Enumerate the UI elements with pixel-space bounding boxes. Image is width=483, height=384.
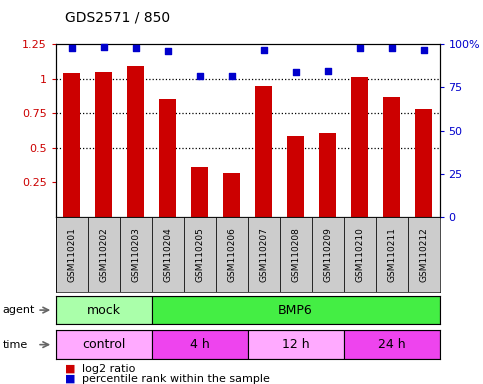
Text: GSM110208: GSM110208 <box>291 227 300 282</box>
Text: 12 h: 12 h <box>282 338 309 351</box>
Bar <box>280 217 312 292</box>
Text: time: time <box>2 339 28 350</box>
Bar <box>184 217 215 292</box>
Text: GSM110210: GSM110210 <box>355 227 364 282</box>
Bar <box>312 217 343 292</box>
Bar <box>159 99 176 217</box>
Point <box>420 47 427 53</box>
Bar <box>319 133 336 217</box>
Bar <box>152 296 440 324</box>
Point <box>388 45 396 51</box>
Text: ■: ■ <box>65 374 76 384</box>
Text: percentile rank within the sample: percentile rank within the sample <box>82 374 270 384</box>
Text: BMP6: BMP6 <box>278 304 313 316</box>
Text: mock: mock <box>86 304 121 316</box>
Bar <box>87 217 120 292</box>
Bar <box>248 217 280 292</box>
Text: GSM110209: GSM110209 <box>323 227 332 282</box>
Text: GSM110206: GSM110206 <box>227 227 236 282</box>
Bar <box>127 66 144 217</box>
Point <box>68 45 75 51</box>
Text: GSM110212: GSM110212 <box>419 227 428 282</box>
Bar <box>383 97 400 217</box>
Bar <box>56 330 152 359</box>
Text: agent: agent <box>2 305 35 315</box>
Bar <box>152 330 248 359</box>
Text: 24 h: 24 h <box>378 338 405 351</box>
Bar <box>343 330 440 359</box>
Bar <box>56 296 152 324</box>
Text: GSM110202: GSM110202 <box>99 227 108 282</box>
Text: GSM110204: GSM110204 <box>163 227 172 282</box>
Bar <box>152 217 184 292</box>
Bar <box>408 217 440 292</box>
Bar <box>343 217 376 292</box>
Bar <box>287 136 304 217</box>
Bar <box>415 109 432 217</box>
Bar <box>248 330 343 359</box>
Bar <box>191 167 208 217</box>
Point <box>324 68 331 74</box>
Bar <box>215 217 248 292</box>
Point <box>132 45 140 51</box>
Text: log2 ratio: log2 ratio <box>82 364 136 374</box>
Text: GSM110211: GSM110211 <box>387 227 396 282</box>
Bar <box>95 72 113 217</box>
Bar <box>63 73 80 217</box>
Bar <box>351 77 369 217</box>
Bar <box>255 86 272 217</box>
Bar <box>120 217 152 292</box>
Text: GDS2571 / 850: GDS2571 / 850 <box>65 10 170 24</box>
Text: control: control <box>82 338 125 351</box>
Point <box>292 69 299 75</box>
Text: GSM110205: GSM110205 <box>195 227 204 282</box>
Bar <box>56 217 87 292</box>
Text: ■: ■ <box>65 364 76 374</box>
Point <box>99 44 107 50</box>
Text: GSM110201: GSM110201 <box>67 227 76 282</box>
Bar <box>223 174 241 217</box>
Text: GSM110207: GSM110207 <box>259 227 268 282</box>
Bar <box>376 217 408 292</box>
Point <box>355 45 363 51</box>
Point <box>260 47 268 53</box>
Point <box>164 48 171 54</box>
Text: 4 h: 4 h <box>190 338 210 351</box>
Text: GSM110203: GSM110203 <box>131 227 140 282</box>
Point <box>196 73 203 79</box>
Point <box>227 73 235 79</box>
